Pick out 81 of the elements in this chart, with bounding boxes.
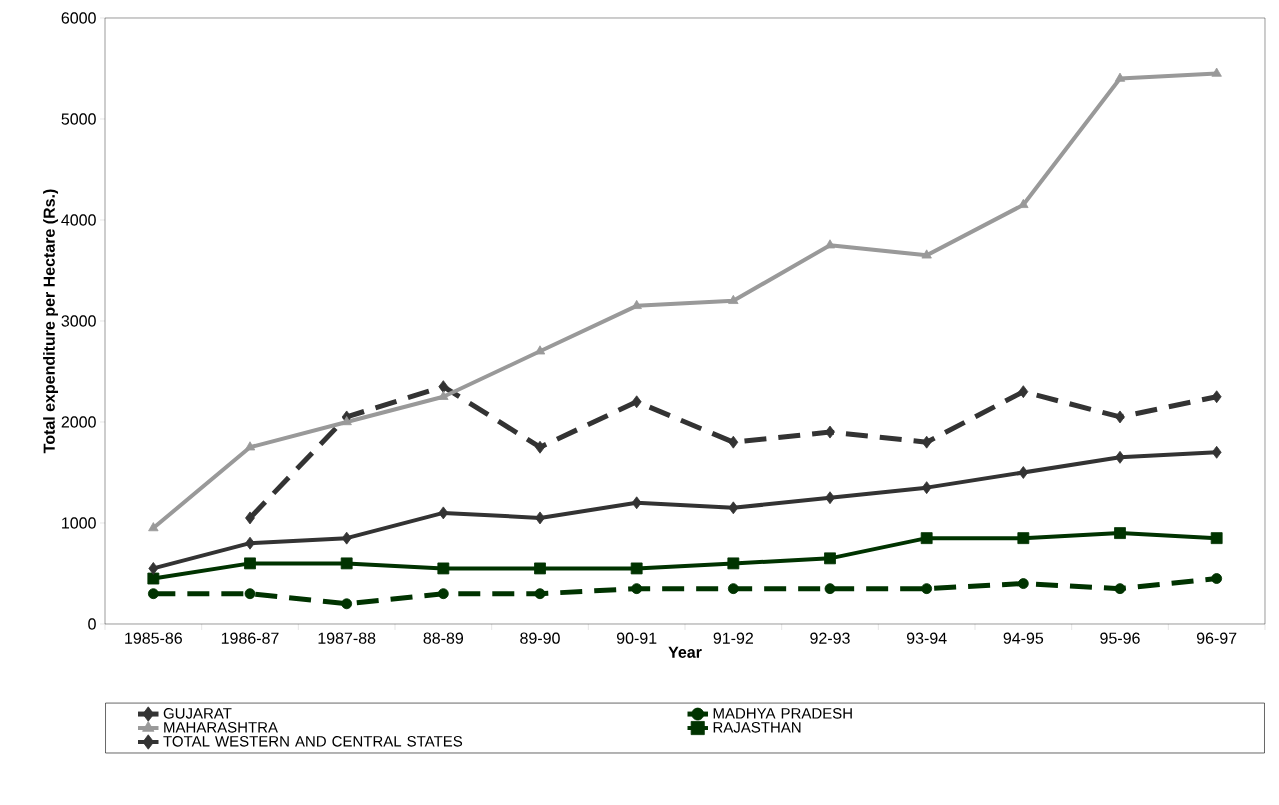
x-tick-label: 95-96 bbox=[1100, 632, 1140, 644]
point bbox=[824, 552, 836, 565]
point bbox=[825, 491, 835, 505]
point bbox=[1114, 527, 1126, 539]
x-tick-label: 90-91 bbox=[616, 632, 657, 644]
x-tick-label: 1987-88 bbox=[318, 632, 376, 644]
point bbox=[727, 557, 740, 570]
x-tick-label: 1986-87 bbox=[221, 632, 279, 644]
point bbox=[1211, 573, 1223, 584]
point bbox=[1018, 385, 1029, 399]
point bbox=[147, 572, 160, 585]
y-tick-label: 0 bbox=[88, 618, 96, 630]
y-tick-label: 2000 bbox=[61, 416, 96, 428]
x-tick-label: 93-94 bbox=[906, 632, 947, 644]
point bbox=[437, 562, 450, 575]
point bbox=[244, 441, 256, 451]
point bbox=[824, 583, 836, 595]
legend-label: MADHYA PRADESH bbox=[713, 708, 852, 719]
point bbox=[438, 506, 449, 520]
point bbox=[631, 496, 642, 510]
point bbox=[1115, 450, 1125, 464]
x-tick-label: 91-92 bbox=[713, 632, 753, 644]
point bbox=[244, 588, 256, 600]
y-tick-label: 1000 bbox=[62, 517, 96, 529]
point bbox=[1210, 532, 1223, 545]
point bbox=[1017, 578, 1029, 589]
point bbox=[920, 532, 933, 545]
x-tick-label: 89-90 bbox=[520, 632, 560, 644]
point bbox=[341, 416, 352, 426]
x-axis-title: Year bbox=[668, 646, 702, 658]
x-tick-label: 94-95 bbox=[1003, 632, 1044, 644]
point bbox=[534, 588, 546, 600]
x-tick-label: 1985-86 bbox=[125, 632, 182, 644]
point bbox=[727, 583, 739, 595]
point bbox=[340, 557, 353, 570]
point bbox=[728, 435, 739, 449]
x-tick-label: 88-89 bbox=[423, 632, 464, 644]
point bbox=[1115, 410, 1125, 424]
y-tick-label: 4000 bbox=[61, 214, 96, 226]
point bbox=[728, 294, 739, 304]
legend-label: GUJARAT bbox=[163, 708, 232, 719]
point bbox=[438, 390, 449, 400]
point bbox=[437, 588, 449, 600]
point bbox=[921, 481, 932, 495]
x-tick-label: 92-93 bbox=[810, 632, 850, 644]
point bbox=[1114, 583, 1126, 595]
point bbox=[921, 583, 933, 595]
point bbox=[728, 501, 739, 515]
legend-label: RAJASTHAN bbox=[713, 722, 801, 733]
y-tick-label: 6000 bbox=[61, 12, 96, 24]
point bbox=[341, 598, 353, 610]
point bbox=[534, 562, 546, 575]
y-tick-label: 3000 bbox=[61, 315, 96, 327]
point bbox=[631, 583, 643, 595]
point bbox=[535, 440, 545, 454]
point bbox=[921, 435, 932, 449]
point bbox=[1114, 72, 1126, 82]
point bbox=[245, 511, 255, 525]
point bbox=[1211, 445, 1222, 459]
y-axis-title: Total expenditure per Hectare (Rs.) bbox=[43, 189, 59, 454]
point bbox=[341, 531, 352, 545]
x-tick-label: 96-97 bbox=[1196, 632, 1237, 644]
point bbox=[1018, 466, 1029, 479]
legend-label: MAHARASHTRA bbox=[164, 722, 278, 733]
point bbox=[438, 380, 449, 394]
y-tick-label: 5000 bbox=[61, 113, 96, 125]
point bbox=[147, 588, 159, 600]
legend-label: TOTAL WESTERN AND CENTRAL STATES bbox=[163, 736, 463, 747]
point bbox=[630, 562, 643, 575]
point bbox=[1211, 390, 1222, 404]
point bbox=[1211, 67, 1222, 77]
point bbox=[1018, 198, 1029, 208]
point bbox=[535, 511, 545, 525]
point bbox=[148, 562, 159, 575]
point bbox=[825, 425, 835, 439]
point bbox=[631, 395, 642, 409]
point bbox=[1017, 532, 1030, 545]
point bbox=[921, 249, 932, 259]
point bbox=[245, 536, 255, 550]
point bbox=[148, 522, 159, 532]
point bbox=[244, 557, 256, 570]
